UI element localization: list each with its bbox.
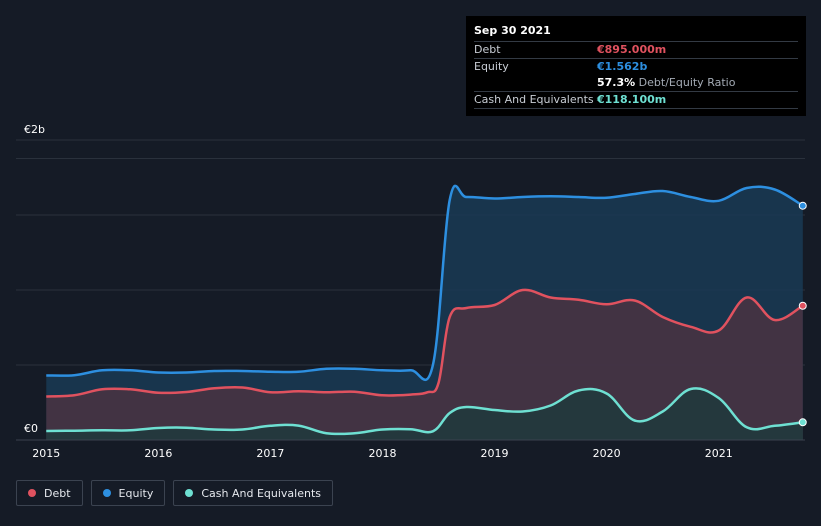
- chart-legend: Debt Equity Cash And Equivalents: [16, 480, 333, 506]
- end-marker-cash: [798, 418, 807, 427]
- legend-item-equity[interactable]: Equity: [90, 480, 166, 506]
- legend-equity-dot: [102, 489, 111, 497]
- x-tick-label-2016: 2016: [144, 447, 172, 460]
- x-tick-label-2018: 2018: [368, 447, 396, 460]
- legend-item-cash[interactable]: Cash And Equivalents: [173, 480, 333, 506]
- tooltip-panel: Sep 30 2021 Debt €895.000m Equity €1.562…: [466, 16, 806, 116]
- x-tick-label-2019: 2019: [481, 447, 509, 460]
- tooltip-debt-value: €895.000m: [597, 43, 667, 56]
- series-line-debt: [46, 288, 804, 398]
- x-tick-label-2020: 2020: [593, 447, 621, 460]
- end-marker-equity: [798, 201, 807, 210]
- legend-debt-dot: [28, 489, 36, 497]
- tooltip-cash-value: €118.100m: [597, 93, 667, 106]
- tooltip-date: Sep 30 2021: [474, 24, 551, 37]
- tooltip-ratio-label: Debt/Equity Ratio: [638, 76, 736, 89]
- tooltip-ratio-row: 57.3% Debt/Equity Ratio: [474, 75, 798, 91]
- tooltip-equity-label: Equity: [474, 60, 509, 73]
- y-axis-top-label: €2b: [24, 123, 45, 136]
- x-tick-label-2017: 2017: [256, 447, 284, 460]
- legend-cash-label: Cash And Equivalents: [201, 486, 321, 500]
- tooltip-cash-label: Cash And Equivalents: [474, 93, 594, 106]
- series-line-equity: [46, 184, 804, 382]
- x-tick-label-2015: 2015: [32, 447, 60, 460]
- tooltip-equity-row: Equity €1.562b: [474, 58, 798, 75]
- series-line-cash: [46, 387, 803, 436]
- legend-debt-label: Debt: [44, 486, 71, 500]
- legend-cash-dot: [185, 489, 194, 497]
- legend-item-debt[interactable]: Debt: [16, 480, 83, 506]
- tooltip-debt-row: Debt €895.000m: [474, 41, 798, 58]
- tooltip-ratio-value: 57.3%: [597, 76, 636, 89]
- tooltip-cash-row: Cash And Equivalents €118.100m: [474, 91, 798, 109]
- end-marker-debt: [798, 301, 807, 310]
- x-tick-label-2021: 2021: [705, 447, 733, 460]
- tooltip-debt-label: Debt: [474, 43, 501, 56]
- y-axis-bottom-label: €0: [24, 422, 38, 435]
- tooltip-equity-value: €1.562b: [597, 60, 648, 73]
- legend-equity-label: Equity: [118, 486, 154, 500]
